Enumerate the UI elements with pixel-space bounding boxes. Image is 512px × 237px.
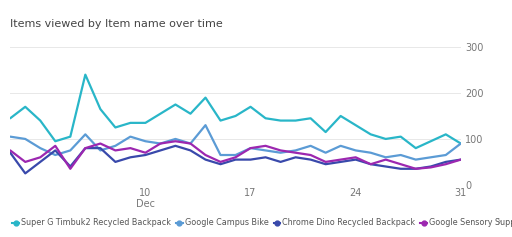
Legend: Super G Timbuk2 Recycled Backpack, Google Campus Bike, Chrome Dino Recycled Back: Super G Timbuk2 Recycled Backpack, Googl… [9,215,512,231]
Text: ›: › [497,215,502,228]
Text: Items viewed by Item name over time: Items viewed by Item name over time [10,19,223,29]
